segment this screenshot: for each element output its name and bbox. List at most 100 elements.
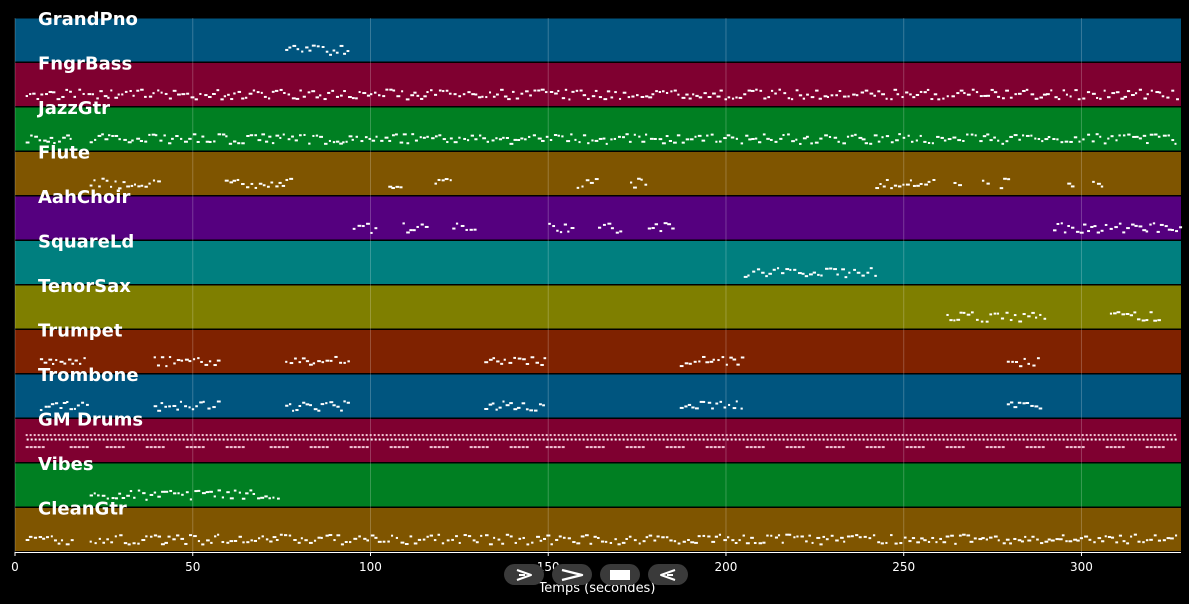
note: [705, 446, 709, 449]
note: [325, 50, 329, 53]
note: [295, 409, 299, 412]
note: [449, 179, 452, 182]
note: [580, 535, 585, 538]
note-segment: [25, 535, 74, 546]
note: [1134, 438, 1137, 441]
note: [1122, 134, 1126, 137]
note: [509, 142, 514, 145]
note: [818, 438, 821, 441]
note: [877, 541, 881, 544]
note: [137, 185, 141, 188]
note: [513, 408, 518, 411]
note: [711, 540, 716, 543]
note: [205, 434, 208, 437]
note: [923, 91, 927, 94]
note: [449, 434, 452, 437]
note: [1062, 438, 1065, 441]
x-tick-label: 50: [185, 560, 200, 574]
note: [185, 434, 188, 437]
note: [982, 135, 987, 138]
note: [317, 434, 320, 437]
note: [1045, 93, 1050, 96]
note: [828, 135, 832, 138]
note: [1017, 401, 1022, 404]
note: [136, 89, 140, 92]
note: [766, 438, 769, 441]
note: [245, 186, 250, 189]
note: [1066, 438, 1069, 441]
note: [934, 438, 937, 441]
note: [334, 438, 337, 441]
note: [1150, 89, 1153, 92]
note: [572, 541, 576, 544]
note: [517, 139, 521, 142]
note: [385, 88, 389, 91]
note: [540, 88, 545, 91]
note: [753, 446, 757, 449]
note: [552, 225, 556, 228]
note: [81, 401, 85, 404]
rewind-button[interactable]: [648, 564, 688, 585]
note: [65, 543, 70, 546]
note: [34, 438, 37, 441]
note: [114, 134, 119, 137]
note: [1030, 93, 1035, 96]
note: [958, 438, 961, 441]
note: [913, 434, 916, 437]
stop-button[interactable]: [600, 564, 640, 585]
note: [481, 434, 484, 437]
play-button[interactable]: [504, 564, 544, 585]
note: [481, 95, 484, 98]
note: [959, 89, 964, 92]
note: [86, 438, 89, 441]
note: [787, 133, 790, 136]
note: [139, 140, 143, 143]
note: [986, 438, 989, 441]
note: [508, 361, 513, 364]
note: [77, 446, 81, 449]
note: [901, 96, 904, 99]
note: [325, 434, 328, 437]
note: [734, 438, 737, 441]
note: [144, 185, 148, 188]
fast-forward-button[interactable]: [552, 564, 592, 585]
note: [216, 359, 221, 362]
note: [1046, 438, 1049, 441]
note: [922, 438, 925, 441]
note: [301, 357, 306, 360]
note: [66, 438, 69, 441]
note: [478, 438, 481, 441]
note: [1167, 134, 1170, 137]
note: [498, 438, 501, 441]
note: [817, 434, 820, 437]
note: [148, 133, 151, 136]
note: [916, 184, 920, 187]
note: [489, 91, 492, 94]
note: [974, 438, 977, 441]
note: [638, 542, 641, 545]
note: [169, 434, 172, 437]
note: [145, 535, 148, 538]
note: [949, 434, 952, 437]
note: [223, 95, 227, 98]
note: [48, 90, 53, 93]
note: [838, 438, 841, 441]
note: [362, 225, 365, 228]
note: [1154, 438, 1157, 441]
note: [1036, 357, 1040, 360]
note: [325, 534, 329, 537]
note: [153, 534, 158, 537]
note: [73, 446, 77, 449]
note: [118, 492, 122, 495]
note: [82, 92, 85, 95]
note: [288, 46, 292, 49]
note: [747, 89, 752, 92]
note: [875, 187, 880, 190]
note: [1138, 88, 1142, 91]
note: [277, 446, 281, 449]
note: [525, 362, 530, 365]
note: [1036, 538, 1039, 541]
playback-controls: [504, 564, 688, 585]
note: [325, 359, 330, 362]
note: [877, 140, 881, 143]
